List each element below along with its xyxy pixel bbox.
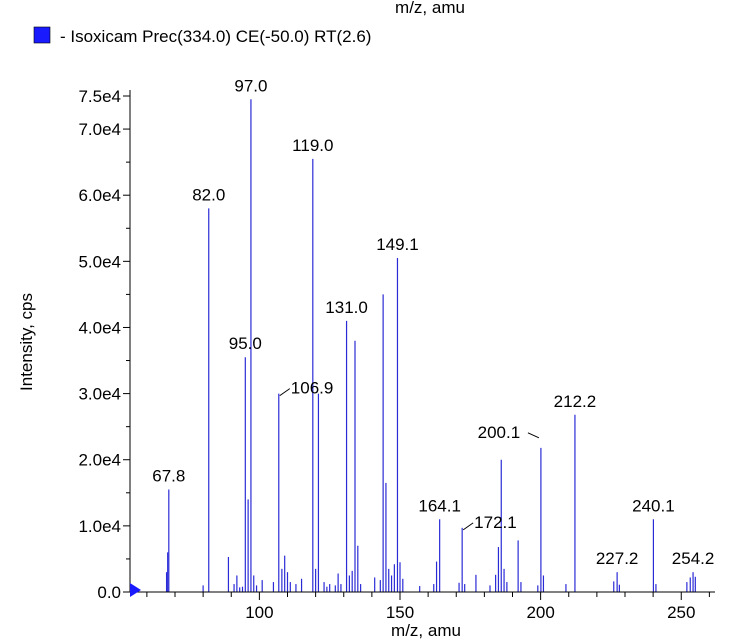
y-axis-title: Intensity, cps — [17, 293, 36, 391]
x-tick-label: 250 — [667, 603, 695, 622]
peak-label-leader — [279, 388, 291, 397]
peak-label: 172.1 — [474, 513, 517, 532]
y-tick-label: 5.0e4 — [78, 252, 121, 271]
x-axis-title: m/z, amu — [391, 621, 461, 640]
peak-label: 106.9 — [291, 379, 334, 398]
legend-swatch — [33, 26, 51, 44]
y-tick-label: 3.0e4 — [78, 385, 121, 404]
peak-label-leader — [462, 522, 474, 531]
peak-label: 164.1 — [418, 496, 461, 515]
y-tick-label: 7.5e4 — [78, 87, 121, 106]
y-tick-label: 2.0e4 — [78, 451, 121, 470]
peak-label: 119.0 — [292, 136, 333, 155]
y-tick-label: 1.0e4 — [78, 517, 121, 536]
peak-label: 254.2 — [672, 549, 715, 568]
x-tick-label: 150 — [386, 603, 414, 622]
clipped-top-label: m/z, amu — [395, 0, 465, 17]
peak-label: 200.1 — [478, 423, 521, 442]
peak-label: 97.0 — [234, 76, 267, 95]
y-tick-label: 6.0e4 — [78, 186, 121, 205]
y-axis: 0.0 1.0e4 2.0e4 3.0e4 4.0e4 5.0e4 6.0e4 7.0e4 7.… — [78, 87, 130, 602]
spectrum-peaks — [165, 99, 696, 592]
peak-label: 149.1 — [376, 235, 419, 254]
y-tick-label: 0.0 — [97, 583, 121, 602]
peak-labels: 67.8 82.0 95.0 97.0 106.9 119.0 131.0 149.1 164.… — [152, 76, 714, 568]
origin-marker — [130, 583, 141, 597]
peak-label: 131.0 — [325, 298, 368, 317]
peak-label: 240.1 — [632, 496, 675, 515]
y-tick-label: 4.0e4 — [78, 318, 121, 337]
x-tick-label: 200 — [526, 603, 554, 622]
peak-label: 82.0 — [192, 185, 225, 204]
peak-label-leader — [527, 432, 540, 439]
peak-label: 212.2 — [554, 392, 597, 411]
peak-label: 67.8 — [152, 466, 185, 485]
x-axis: 100 150 200 250 — [146, 592, 710, 622]
peak-label: 95.0 — [229, 334, 262, 353]
peak-label: 227.2 — [596, 549, 639, 568]
legend-label: - Isoxicam Prec(334.0) CE(-50.0) RT(2.6) — [60, 27, 371, 46]
legend: - Isoxicam Prec(334.0) CE(-50.0) RT(2.6) — [33, 26, 371, 46]
x-tick-label: 100 — [245, 603, 273, 622]
y-tick-label: 7.0e4 — [78, 120, 121, 139]
